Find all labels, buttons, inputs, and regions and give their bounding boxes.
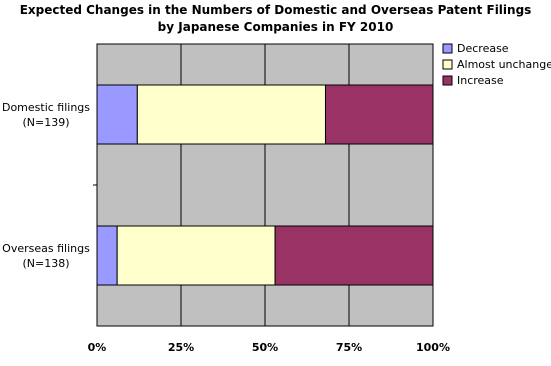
x-tick-label: 25% [168,341,194,354]
y-tick-label: Domestic filings (N=139) [1,100,91,129]
x-tick-label: 50% [252,341,278,354]
bar-segment [116,225,276,286]
bar-segment [324,84,434,145]
x-tick-label: 100% [416,341,450,354]
legend-swatch [442,59,453,70]
legend-swatch [442,75,453,86]
legend-label: Decrease [457,42,509,55]
chart-title: Expected Changes in the Numbers of Domes… [19,3,532,34]
x-tick-label: 75% [336,341,362,354]
bar-segment [96,225,118,286]
legend-swatch [442,43,453,54]
legend-label: Almost unchanged [457,58,551,71]
legend-label: Increase [457,74,504,87]
plot-border [96,43,434,327]
bar-segment [96,84,138,145]
bar-segment [274,225,434,286]
bar-segment [136,84,326,145]
y-tick-label: Overseas filings (N=138) [2,241,90,270]
x-tick-label: 0% [88,341,107,354]
